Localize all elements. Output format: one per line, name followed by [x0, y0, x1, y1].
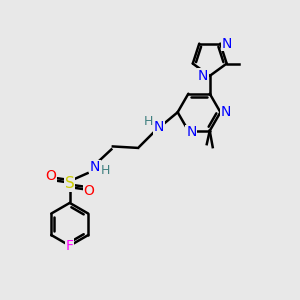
Text: O: O	[45, 169, 56, 183]
Text: O: O	[84, 184, 94, 198]
Text: N: N	[186, 125, 196, 139]
Text: H: H	[101, 164, 110, 177]
Text: N: N	[154, 120, 164, 134]
Text: H: H	[144, 115, 153, 128]
Text: N: N	[198, 69, 208, 83]
Text: S: S	[65, 176, 75, 191]
Text: N: N	[222, 37, 232, 51]
Text: N: N	[90, 160, 100, 174]
Text: N: N	[220, 105, 231, 119]
Text: F: F	[66, 239, 74, 253]
